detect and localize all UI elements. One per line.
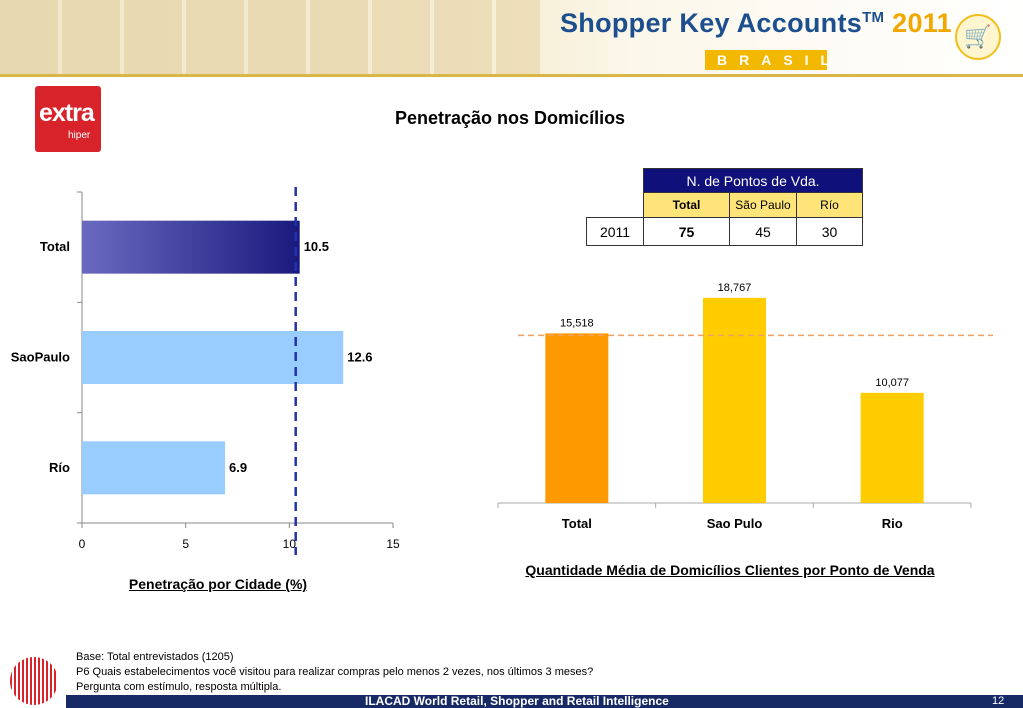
- points-of-sale-table: N. de Pontos de Vda. Total São Paulo Río…: [586, 168, 863, 246]
- left-x-tick-label: 5: [182, 537, 189, 551]
- brand-country: BRASIL: [705, 50, 829, 70]
- table-cell-sao-paulo: 45: [729, 217, 797, 246]
- footnote-question: P6 Quais estabelecimentos você visitou p…: [76, 666, 594, 678]
- left-chart-caption: Penetração por Cidade (%): [128, 576, 308, 592]
- page-title: Penetração nos Domicílios: [395, 108, 626, 128]
- table-col-total: Total: [643, 192, 730, 218]
- column-rio: [860, 392, 924, 503]
- column-sao-pulo: [703, 297, 766, 503]
- barcode-logo-icon: [10, 657, 58, 705]
- bar-value-label: 6.9: [229, 460, 247, 475]
- table-header: N. de Pontos de Vda.: [643, 168, 863, 193]
- brand-trademark: TM: [862, 9, 885, 26]
- bar-saopaulo: [82, 331, 344, 384]
- table-col-rio: Río: [796, 192, 863, 218]
- footnote-base: Base: Total entrevistados (1205): [76, 651, 234, 663]
- right-category-label: Total: [562, 516, 592, 531]
- table-col-sao-paulo: São Paulo: [729, 192, 797, 218]
- table-cell-total: 75: [643, 217, 730, 246]
- shopping-cart-icon: 🛒: [955, 14, 1001, 60]
- footnote: Base: Total entrevistados (1205) P6 Quai…: [76, 650, 593, 695]
- bar-total: [82, 220, 300, 274]
- brand-title: Shopper Key AccountsTM 2011: [560, 8, 952, 38]
- brand-year: 2011: [892, 8, 952, 38]
- extra-logo: extra hiper: [35, 86, 101, 152]
- header-banner: Shopper Key AccountsTM 2011 BRASIL 🛒: [0, 0, 1023, 77]
- right-category-label: Rio: [882, 516, 903, 531]
- bar-value-label: 12.6: [347, 350, 372, 365]
- left-category-label: Total: [40, 239, 70, 254]
- left-category-label: Río: [49, 460, 70, 475]
- banner-photo-strip: [0, 0, 540, 76]
- bar-value-label: 10.5: [304, 239, 329, 254]
- column-total: [545, 333, 609, 503]
- column-value-label: 18,767: [718, 282, 752, 294]
- right-chart-caption: Quantidade Média de Domicílios Clientes …: [525, 562, 935, 578]
- logo-subtext: hiper: [68, 130, 91, 141]
- bar-río: [82, 441, 226, 495]
- left-x-tick-label: 15: [386, 537, 400, 551]
- left-x-tick-label: 0: [79, 537, 86, 551]
- table-row-label: 2011: [586, 217, 644, 246]
- footnote-note: Pergunta com estímulo, resposta múltipla…: [76, 681, 282, 693]
- column-value-label: 15,518: [560, 317, 594, 329]
- footer-bar: [66, 695, 1023, 708]
- logo-text: extra: [39, 99, 95, 127]
- left-x-tick-label: 10: [283, 537, 297, 551]
- left-category-label: SaoPaulo: [11, 350, 70, 365]
- footer-text: ILACAD World Retail, Shopper and Retail …: [365, 694, 669, 708]
- table-cell-rio: 30: [796, 217, 863, 246]
- right-category-label: Sao Pulo: [707, 516, 763, 531]
- banner-divider: [0, 74, 1023, 77]
- page-number: 12: [992, 695, 1005, 707]
- column-value-label: 10,077: [875, 377, 909, 389]
